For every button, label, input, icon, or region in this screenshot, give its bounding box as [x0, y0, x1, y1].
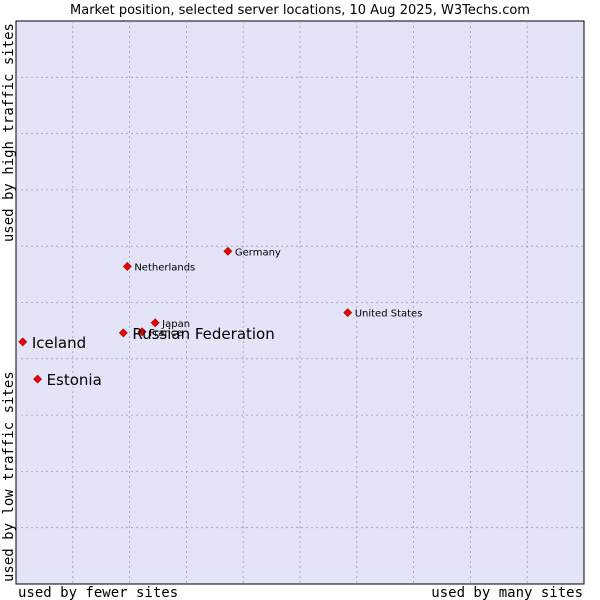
x-axis-label-right: used by many sites: [431, 585, 583, 600]
data-points: Germany Netherlands United States JapanFran…: [18, 246, 423, 389]
data-point-marker: [343, 308, 353, 318]
data-point: Netherlands: [122, 262, 195, 273]
data-point: France: [137, 327, 182, 339]
data-point-marker: [223, 246, 233, 256]
data-point-marker: [33, 374, 43, 384]
data-point-label: Japan: [161, 319, 190, 330]
data-point: Russian Federation: [118, 325, 275, 343]
data-point: Iceland: [18, 334, 86, 352]
data-point-marker: [118, 328, 128, 338]
data-point-label: Germany: [235, 247, 281, 258]
data-point: Estonia: [33, 371, 102, 389]
data-point-label: Estonia: [47, 371, 102, 389]
data-point-marker: [137, 327, 147, 337]
data-point-label: Russian Federation: [132, 325, 274, 343]
data-point-label: Netherlands: [134, 262, 195, 273]
data-point: Japan: [150, 318, 190, 330]
data-point: Germany: [223, 246, 281, 258]
data-point-marker: [122, 262, 132, 271]
data-point-label: United States: [355, 309, 423, 320]
y-axis-label-bottom: used by low traffic sites: [1, 371, 17, 582]
data-point-label: France: [149, 328, 182, 339]
data-point-marker: [18, 337, 28, 347]
grid-lines: [16, 21, 584, 584]
data-point: United States: [343, 308, 423, 320]
x-axis-label-left: used by fewer sites: [18, 585, 178, 600]
data-point-label: Iceland: [32, 334, 86, 352]
chart-title: Market position, selected server locatio…: [70, 3, 530, 18]
data-point-marker: [150, 318, 160, 328]
y-axis-label-top: used by high traffic sites: [1, 23, 17, 242]
